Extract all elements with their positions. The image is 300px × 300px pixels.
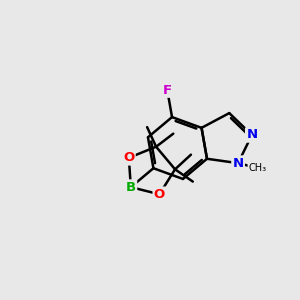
Text: F: F — [163, 83, 172, 97]
Text: B: B — [126, 181, 136, 194]
Text: N: N — [246, 128, 257, 141]
Text: CH₃: CH₃ — [248, 163, 266, 173]
Text: O: O — [123, 151, 134, 164]
Text: O: O — [154, 188, 165, 201]
Text: N: N — [232, 157, 244, 170]
